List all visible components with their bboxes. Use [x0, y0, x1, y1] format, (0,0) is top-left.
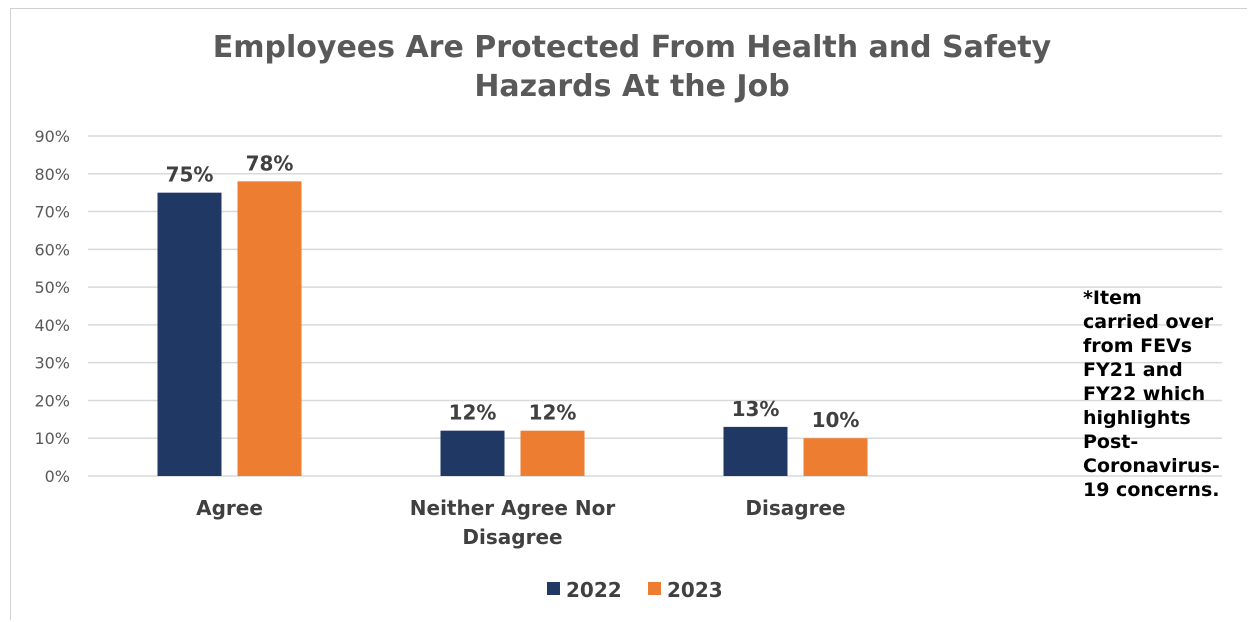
y-tick-label-90: 90%: [34, 127, 70, 146]
legend-swatch-2023: [648, 582, 661, 595]
legend-label-2023: 2023: [667, 578, 723, 602]
bars: [157, 181, 868, 477]
side-note-line-4: FY21 and: [1083, 359, 1183, 381]
side-note-line-2: carried over: [1083, 311, 1214, 333]
y-tick-label-60: 60%: [34, 240, 70, 259]
data-label-2022-0: 75%: [166, 163, 214, 187]
category-label-line: Neither Agree Nor: [410, 496, 616, 520]
side-note-line-5: FY22 which: [1083, 383, 1206, 405]
data-label-2022-2: 13%: [732, 397, 780, 421]
y-tick-label-50: 50%: [34, 278, 70, 297]
category-label-0: Agree: [196, 496, 263, 520]
y-axis-ticks: 0% 10% 20% 30% 40% 50% 60% 70% 80% 90%: [34, 127, 70, 486]
side-note-line-7: Post-: [1083, 431, 1139, 453]
category-label-1: Neither Agree Nor Disagree: [410, 496, 616, 549]
bar-2022-2: [723, 426, 788, 476]
data-label-2022-1: 12%: [449, 401, 497, 425]
y-tick-label-10: 10%: [34, 429, 70, 448]
legend-swatch-2022: [547, 582, 560, 595]
y-tick-label-80: 80%: [34, 165, 70, 184]
y-tick-label-30: 30%: [34, 354, 70, 373]
y-tick-label-0: 0%: [45, 467, 70, 486]
chart-title: Employees Are Protected From Health and …: [213, 30, 1052, 104]
legend-label-2022: 2022: [566, 578, 622, 602]
y-tick-label-40: 40%: [34, 316, 70, 335]
legend: 2022 2023: [547, 578, 723, 602]
bar-2023-2: [803, 438, 868, 476]
category-label-line: Disagree: [462, 525, 562, 549]
chart-title-line-2: Hazards At the Job: [474, 69, 789, 104]
bar-2023-1: [520, 430, 585, 476]
category-label-line: Disagree: [745, 496, 845, 520]
category-label-2: Disagree: [745, 496, 845, 520]
chart-frame: [10, 8, 1247, 620]
category-label-line: Agree: [196, 496, 263, 520]
bar-2022-0: [157, 192, 222, 476]
side-note-line-6: highlights: [1083, 407, 1191, 429]
side-note-line-8: Coronavirus-: [1083, 455, 1220, 477]
side-note: *Item carried over from FEVs FY21 and FY22 w…: [1083, 286, 1243, 502]
data-label-2023-2: 10%: [812, 408, 860, 432]
data-labels: 75% 78% 12% 12% 13% 10%: [166, 151, 860, 432]
data-label-2023-0: 78%: [246, 151, 294, 175]
bar-2022-1: [440, 430, 505, 476]
gridlines: [88, 135, 1222, 477]
side-note-line-1: *Item: [1083, 287, 1142, 309]
category-labels: Agree Neither Agree Nor Disagree Disagree: [196, 496, 845, 549]
side-note-line-9: 19 concerns.: [1083, 479, 1220, 501]
data-label-2023-1: 12%: [529, 401, 577, 425]
y-tick-label-20: 20%: [34, 391, 70, 410]
y-tick-label-70: 70%: [34, 203, 70, 222]
bar-2023-0: [237, 181, 302, 477]
chart-title-line-1: Employees Are Protected From Health and …: [213, 30, 1052, 65]
side-note-line-3: from FEVs: [1083, 335, 1193, 357]
